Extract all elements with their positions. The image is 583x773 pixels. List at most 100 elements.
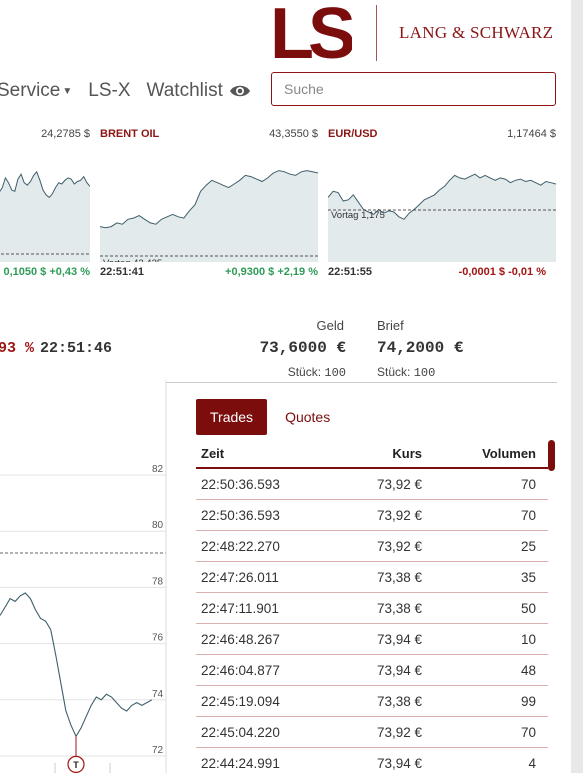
tab-trades[interactable]: Trades xyxy=(196,399,268,435)
sparkline-line xyxy=(100,170,318,229)
sparkline-area xyxy=(100,170,318,262)
table-row: 22:46:48.267 73,94 € 10 xyxy=(196,624,548,655)
column-header-zeit[interactable]: Zeit xyxy=(201,446,225,461)
bid-block: Geld 73,6000 € Stück: 100 xyxy=(256,318,346,380)
page-scrollbar[interactable] xyxy=(571,0,583,773)
ticker-sparkline: Vortag 42,425 xyxy=(100,170,318,262)
caret-down-icon: ▼ xyxy=(62,85,73,97)
y-tick-label: 78 xyxy=(152,576,164,587)
trade-time: 22:47:26.011 xyxy=(201,569,279,585)
trade-price: 73,94 € xyxy=(376,662,422,678)
trade-volume: 25 xyxy=(520,538,536,554)
ticker-name: EUR/USD xyxy=(328,128,378,140)
ticker-time: 22:51:41 xyxy=(100,266,145,278)
table-row: 22:50:36.593 73,92 € 70 xyxy=(196,500,548,531)
ticker-price: 1,17464 $ xyxy=(507,128,556,140)
bid-label: Geld xyxy=(316,318,344,333)
y-tick-label: 82 xyxy=(152,464,164,475)
main-nav: Service ▼ LS-X Watchlist xyxy=(0,80,267,102)
ticker-sparkline xyxy=(0,170,90,262)
y-tick-label: 72 xyxy=(152,745,164,756)
brand-logo[interactable]: LS LANG & SCHWARZ xyxy=(270,5,553,61)
trade-volume: 35 xyxy=(520,569,536,585)
trade-price: 73,94 € xyxy=(376,631,422,647)
logo-divider xyxy=(376,5,377,61)
y-tick-label: 76 xyxy=(152,633,164,644)
table-row: 22:46:04.877 73,94 € 48 xyxy=(196,655,548,686)
table-row: 22:47:26.011 73,38 € 35 xyxy=(196,562,548,593)
price-chart[interactable]: 82 80 78 76 74 72 T xyxy=(0,380,175,773)
ticker-name: BRENT OIL xyxy=(100,128,160,140)
trade-price: 73,92 € xyxy=(376,538,422,554)
trade-time: 22:48:22.270 xyxy=(201,538,280,554)
trade-price: 73,92 € xyxy=(376,507,422,523)
ticker-brent-oil[interactable]: BRENT OIL 43,3550 $ Vortag 42,425 22:51:4… xyxy=(100,128,318,278)
ticker-price: 43,3550 $ xyxy=(269,128,318,140)
y-tick-label: 74 xyxy=(152,689,164,700)
previous-close-label: Vortag 42,425 xyxy=(103,258,162,262)
nav-lsx[interactable]: LS-X xyxy=(88,80,131,101)
tab-quotes[interactable]: Quotes xyxy=(285,409,331,425)
trade-time: 22:45:19.094 xyxy=(201,693,280,709)
column-header-kurs[interactable]: Kurs xyxy=(392,446,422,461)
table-row: 22:47:11.901 73,38 € 50 xyxy=(196,593,548,624)
trade-volume: 70 xyxy=(520,507,536,523)
previous-close-label: Vortag 1,175 xyxy=(331,210,385,221)
ticker-eurusd[interactable]: EUR/USD 1,17464 $ Vortag 1,175 22:51:55 -0… xyxy=(328,128,556,278)
trade-time: 22:47:11.901 xyxy=(201,600,279,616)
eye-icon xyxy=(229,85,250,97)
ticker-price: 24,2785 $ xyxy=(41,128,90,140)
ask-quantity: Stück: 100 xyxy=(377,365,436,380)
quote-percent: 93 % xyxy=(0,340,35,357)
ticker-change: 0,1050 $ +0,43 % xyxy=(3,266,90,278)
ticker-silver[interactable]: 24,2785 $ 0,1050 $ +0,43 % xyxy=(0,128,90,278)
search-input[interactable] xyxy=(271,72,556,106)
trade-volume: 48 xyxy=(520,662,536,678)
column-header-volumen[interactable]: Volumen xyxy=(482,446,536,461)
ls-logo-mark: LS xyxy=(270,5,352,61)
trade-volume: 10 xyxy=(520,631,536,647)
trade-time: 22:45:04.220 xyxy=(201,724,280,740)
trade-marker xyxy=(67,755,85,773)
sparkline-area xyxy=(0,171,90,262)
trade-volume: 4 xyxy=(528,755,536,771)
table-row: 22:45:04.220 73,92 € 70 xyxy=(196,717,548,748)
trade-volume: 70 xyxy=(520,476,536,492)
trades-table: Zeit Kurs Volumen 22:50:36.593 73,92 €70 2… xyxy=(196,440,555,773)
bid-quantity: Stück: 100 xyxy=(287,365,346,380)
trade-price: 73,38 € xyxy=(376,569,422,585)
trade-price: 73,38 € xyxy=(376,693,422,709)
trade-time: 22:46:48.267 xyxy=(201,631,280,647)
trade-time: 22:50:36.593 xyxy=(201,507,280,523)
sparkline-line xyxy=(328,173,556,220)
ask-block: Brief 74,2000 € Stück: 100 xyxy=(377,318,463,380)
bid-price: 73,6000 € xyxy=(259,339,346,357)
trade-time: 22:44:24.991 xyxy=(201,755,280,771)
trade-volume: 50 xyxy=(520,600,536,616)
price-line xyxy=(0,592,153,738)
sparkline-area xyxy=(328,174,556,262)
ticker-sparkline: Vortag 1,175 xyxy=(328,173,556,262)
table-row: 22:48:22.270 73,92 € 25 xyxy=(196,531,548,562)
table-scrollbar[interactable] xyxy=(548,440,555,471)
trade-tabs: Trades Quotes xyxy=(196,399,344,435)
trade-price: 73,92 € xyxy=(376,476,422,492)
svg-text:LS: LS xyxy=(270,5,352,61)
ticker-change: -0,0001 $ -0,01 % xyxy=(458,266,546,278)
nav-service[interactable]: Service ▼ xyxy=(0,80,73,101)
ticker-time: 22:51:55 xyxy=(328,266,373,278)
trade-price: 73,38 € xyxy=(376,600,422,616)
quote-change: 93 % 22:51:46 xyxy=(0,340,112,357)
ask-price: 74,2000 € xyxy=(377,339,464,357)
nav-watchlist[interactable]: Watchlist xyxy=(147,80,251,102)
table-row: 22:50:36.593 73,92 € 70 xyxy=(196,469,548,500)
trade-volume: 99 xyxy=(520,693,536,709)
trade-volume: 70 xyxy=(520,724,536,740)
ask-label: Brief xyxy=(377,318,404,333)
ticker-change: +0,9300 $ +2,19 % xyxy=(225,266,318,278)
y-tick-label: 80 xyxy=(152,520,164,531)
divider xyxy=(166,382,557,383)
table-row: 22:44:24.991 73,94 € 4 xyxy=(196,748,548,773)
brand-name: LANG & SCHWARZ xyxy=(399,23,554,42)
trade-price: 73,94 € xyxy=(376,755,422,771)
